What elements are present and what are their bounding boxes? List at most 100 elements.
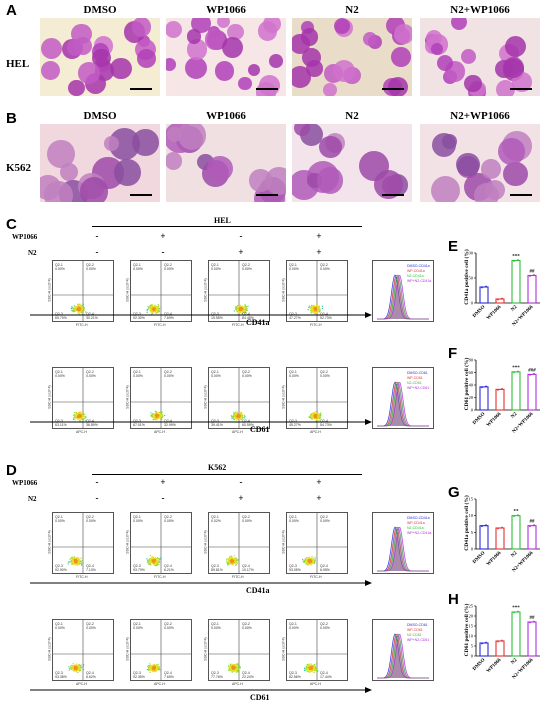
quadrant-label: Q2-3: [289, 564, 297, 568]
flow-dot-plot: Q2-1 0.00% Q2-2 0.00% Q2-3 93.79% Q2-4 6.21%: [130, 512, 192, 574]
sign-c-n2-0: -: [95, 247, 99, 257]
bar: [479, 642, 489, 657]
stained-cell: [292, 65, 311, 88]
quadrant-percentage: 93.05%: [289, 568, 301, 572]
quadrant-percentage: 0.00%: [55, 374, 65, 378]
category-label: DMSO: [472, 551, 486, 565]
scale-bar: [382, 194, 404, 196]
data-point: [501, 639, 503, 642]
flow-dot-plot: Q2-1 0.02% Q2-2 0.00% Q2-3 89.81% Q2-4 10.17%: [208, 512, 270, 574]
histogram-legend-entry: WP-CD61: [407, 628, 423, 632]
quadrant-percentage: 7.65%: [164, 675, 174, 679]
y-tick-label: 15: [469, 497, 474, 502]
data-point: [529, 373, 531, 376]
sign-d-wp1066-1: +: [160, 477, 166, 487]
stained-cell: [362, 31, 377, 46]
quadrant-percentage: 6.62%: [86, 675, 96, 679]
histogram-legend-entry: WP-CD41a: [407, 269, 425, 273]
stained-cell: [131, 18, 152, 37]
panel-letter-d: D: [6, 462, 17, 479]
stained-cell: [301, 28, 319, 46]
quadrant-label: Q2-3: [289, 419, 297, 423]
stained-cell: [44, 181, 73, 202]
quadrant-percentage: 15.55%: [211, 316, 223, 320]
section-d-underline: [92, 474, 362, 475]
title-a-n2wp: N2+WP1066: [450, 4, 510, 16]
bar: [495, 298, 505, 304]
micrograph-k562-0: [40, 124, 160, 202]
y-tick-label: 20: [469, 395, 474, 400]
stained-cell: [40, 38, 62, 60]
scale-bar: [256, 88, 278, 90]
data-point: [485, 641, 487, 644]
dot-plot-canvas: [287, 368, 347, 428]
quadrant-label: Q2-1: [133, 515, 141, 519]
category-label: N2: [511, 658, 519, 666]
stained-cell: [216, 18, 230, 29]
quadrant-percentage: 0.00%: [320, 374, 330, 378]
quadrant-percentage: 93.38%: [55, 675, 67, 679]
title-a-dmso: DMSO: [83, 4, 117, 16]
y-tick-label: 0: [471, 408, 474, 413]
panel-letter-b: B: [6, 110, 17, 127]
quadrant-percentage: 0.00%: [86, 519, 96, 523]
category-label: DMSO: [472, 305, 486, 319]
bar: [527, 274, 537, 304]
data-point: [533, 274, 535, 276]
quadrant-percentage: 92.90%: [55, 568, 67, 572]
quadrant-label: Q2-2: [86, 370, 94, 374]
dot-plot-x-label: APC-H: [154, 682, 165, 686]
quadrant-percentage: 63.11%: [55, 423, 67, 427]
histogram-legend-entry: WP+N2-CD61: [407, 638, 430, 642]
title-b-dmso: DMSO: [83, 110, 117, 122]
y-tick-label: 5: [471, 530, 474, 535]
section-d-cell-line: K562: [208, 463, 227, 472]
dot-plot-x-label: FITC-H: [154, 323, 166, 327]
stained-cell: [505, 36, 527, 58]
flow-dot-plot: Q2-1 0.00% Q2-2 0.00% Q2-3 77.76% Q2-4 22.24%: [208, 619, 270, 681]
quadrant-label: Q2-1: [211, 515, 219, 519]
y-tick-label: 10: [469, 513, 474, 518]
stained-cell: [391, 46, 411, 67]
stained-cell: [247, 63, 261, 77]
quadrant-percentage: 0.00%: [211, 626, 221, 630]
quadrant-percentage: 0.00%: [289, 374, 299, 378]
panel-letter-c: C: [6, 216, 17, 233]
flow-dot-plot: Q2-1 0.00% Q2-2 0.00% Q2-3 93.05% Q2-4 6.95%: [286, 512, 348, 574]
bar: [495, 388, 505, 411]
micrograph-hel-0: [40, 18, 160, 96]
significance-label: ##: [530, 270, 536, 275]
histogram-legend-entry: DMSO-CD61: [407, 371, 428, 375]
chart-y-label: CD41a positive cell (%): [464, 495, 470, 551]
data-point: [513, 611, 515, 614]
dot-plot-canvas: [287, 620, 347, 680]
stained-cell: [316, 167, 344, 194]
quadrant-label: Q2-4: [320, 312, 328, 316]
title-b-wp1066: WP1066: [206, 110, 246, 122]
histogram-legend-entry: WP+N2-CD61: [407, 386, 430, 390]
data-point: [513, 260, 515, 262]
category-label: N2: [511, 412, 519, 420]
quadrant-percentage: 45.27%: [289, 423, 301, 427]
dot-plot-canvas: [209, 261, 269, 321]
stained-cell: [481, 159, 501, 179]
quadrant-label: Q2-2: [242, 263, 250, 267]
quadrant-label: Q2-4: [86, 671, 94, 675]
quadrant-label: Q2-4: [242, 312, 250, 316]
histogram-legend-entry: N2-CD61: [407, 381, 422, 385]
quadrant-label: Q2-3: [133, 312, 141, 316]
quadrant-label: Q2-1: [289, 263, 297, 267]
quadrant-label: Q2-2: [320, 263, 328, 267]
scale-bar: [130, 88, 152, 90]
quadrant-label: Q2-1: [55, 263, 63, 267]
quadrant-label: Q2-3: [211, 312, 219, 316]
quadrant-percentage: 0.00%: [133, 374, 143, 378]
flow-dot-plot: Q2-1 0.00% Q2-2 0.00% Q2-3 67.01% Q2-4 32.99%: [130, 367, 192, 429]
stained-cell: [238, 77, 252, 91]
stained-cell: [264, 166, 286, 195]
quadrant-percentage: 6.95%: [320, 568, 330, 572]
title-a-n2: N2: [345, 4, 359, 16]
flow-dot-plot: Q2-1 0.00% Q2-2 0.00% Q2-3 92.35% Q2-4 7.65%: [130, 619, 192, 681]
section-c-underline: [92, 226, 362, 227]
